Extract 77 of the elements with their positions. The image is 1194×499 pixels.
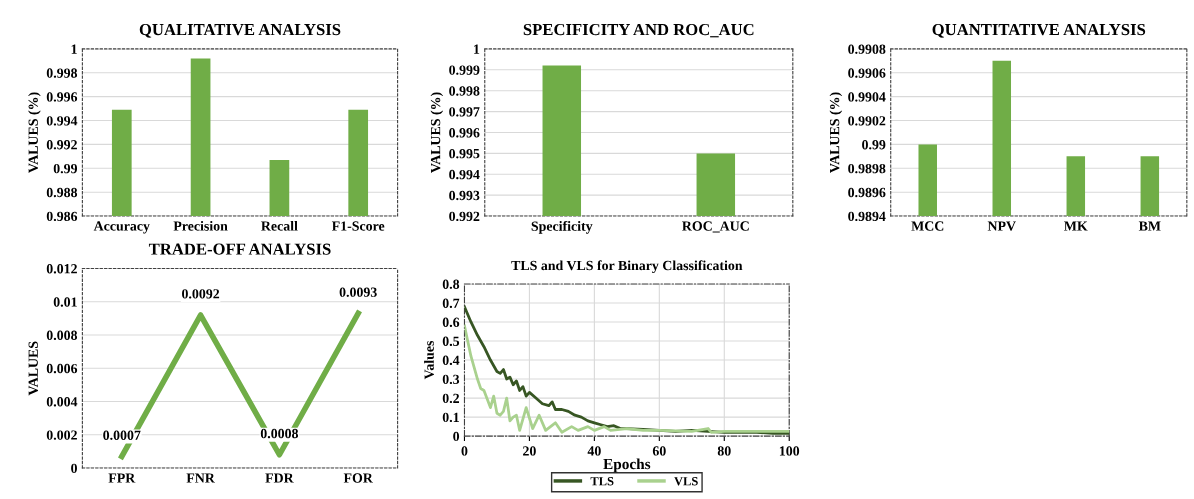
x-tick-label: 80 xyxy=(717,446,731,456)
x-tick-label: 40 xyxy=(587,446,601,456)
y-tick-label: 0 xyxy=(453,431,460,442)
y-tick-label: 0.988 xyxy=(46,187,78,198)
y-tick-label: 0.1 xyxy=(442,412,459,423)
legend-label: TLS xyxy=(590,477,614,486)
y-axis-title: VALUES xyxy=(28,341,38,396)
y-tick-label: 0.7 xyxy=(442,298,460,308)
y-tick-label: 0.999 xyxy=(449,65,480,75)
x-tick-label: Precision xyxy=(173,220,228,231)
y-tick-label: 0.99 xyxy=(53,163,78,174)
legend-label: VLS xyxy=(674,477,698,486)
y-tick-label: 0.992 xyxy=(46,140,77,150)
x-tick-label: MK xyxy=(1064,221,1088,231)
y-tick-label: 0.994 xyxy=(449,169,480,180)
y-tick-label: 0.002 xyxy=(46,430,77,440)
y-tick-label: 0.4 xyxy=(442,355,460,366)
chart-title: TRADE-OFF ANALYSIS xyxy=(148,243,331,255)
y-tick-label: 0.9904 xyxy=(848,92,886,102)
data-label: 0.0008 xyxy=(260,428,299,439)
data-label: 0.0093 xyxy=(339,287,377,297)
y-tick-label: 0.9894 xyxy=(848,211,886,222)
data-label: 0.0007 xyxy=(103,430,141,440)
x-tick-label: Specificity xyxy=(531,220,593,234)
y-tick-label: 0.5 xyxy=(442,336,460,347)
x-tick-label: FPR xyxy=(108,473,136,483)
chart-title: QUANTITATIVE ANALYSIS xyxy=(932,23,1146,38)
x-tick-label: Accuracy xyxy=(93,221,150,234)
x-tick-label: MCC xyxy=(911,221,944,231)
x-tick-label: 100 xyxy=(779,446,800,456)
y-tick-label: 0.996 xyxy=(46,92,78,102)
x-tick-label: 20 xyxy=(523,446,536,456)
y-tick-label: 0.6 xyxy=(442,317,460,327)
y-tick-label: 0.995 xyxy=(449,148,480,159)
y-tick-label: 0.9908 xyxy=(848,44,886,54)
x-tick-label: FOR xyxy=(343,473,373,483)
chart-title: QUALITATIVE ANALYSIS xyxy=(139,23,341,38)
x-tick-label: FNR xyxy=(186,473,215,483)
chart-title: SPECIFICITY AND ROC_AUC xyxy=(523,23,754,38)
y-tick-label: 0.008 xyxy=(46,330,78,341)
y-tick-label: 0.996 xyxy=(449,128,480,138)
y-tick-label: 0.8 xyxy=(442,279,460,289)
chart-title: TLS and VLS for Binary Classification xyxy=(511,260,743,274)
x-tick-label: ROC_AUC xyxy=(682,221,749,233)
y-tick-label: 0.9898 xyxy=(848,163,886,174)
x-tick-label: BM xyxy=(1138,221,1161,231)
x-tick-label: F1-Score xyxy=(331,221,385,231)
data-label: 0.0092 xyxy=(182,289,220,299)
y-tick-label: 0.994 xyxy=(46,116,78,126)
y-axis-title: VALUES (%) xyxy=(28,92,41,173)
x-tick-label: Recall xyxy=(261,220,298,231)
y-tick-label: 0.012 xyxy=(46,264,77,274)
x-tick-label: NPV xyxy=(987,221,1016,231)
y-tick-label: 0.998 xyxy=(46,68,78,78)
y-tick-label: 0.01 xyxy=(53,297,77,307)
y-axis-title: VALUES (%) xyxy=(430,92,444,173)
y-tick-label: 0.99 xyxy=(862,140,886,150)
y-tick-label: 0.9902 xyxy=(848,116,886,126)
x-tick-label: FDR xyxy=(265,473,294,483)
y-tick-label: 0.998 xyxy=(449,86,480,96)
y-tick-label: 0.992 xyxy=(449,211,480,222)
y-tick-label: 0.004 xyxy=(46,397,78,407)
y-tick-label: 1 xyxy=(474,44,480,54)
y-tick-label: 0.006 xyxy=(46,363,78,374)
y-tick-label: 0.9896 xyxy=(848,187,886,198)
y-axis-title: VALUES (%) xyxy=(829,92,843,173)
y-tick-label: 0.2 xyxy=(442,393,460,404)
x-axis-title: Epochs xyxy=(603,458,651,473)
y-tick-label: 0.9906 xyxy=(848,68,886,78)
y-tick-label: 0.986 xyxy=(46,211,78,222)
y-tick-label: 0.3 xyxy=(442,374,460,385)
y-tick-label: 0 xyxy=(71,463,77,474)
y-tick-label: 0.993 xyxy=(449,190,480,201)
y-axis-title: Values xyxy=(424,340,434,380)
y-tick-label: 1 xyxy=(71,44,77,54)
y-tick-label: 0.997 xyxy=(449,107,480,117)
x-tick-label: 60 xyxy=(652,446,666,456)
